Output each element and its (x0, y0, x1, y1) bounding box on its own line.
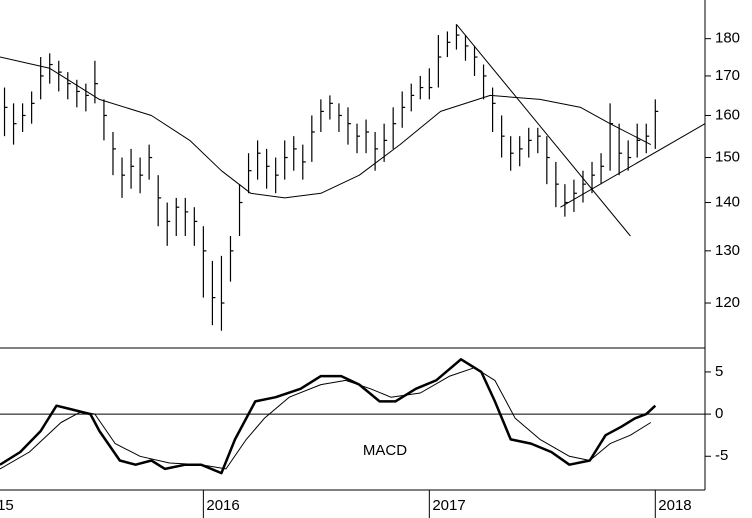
y-tick-label: 140 (715, 193, 740, 210)
y-tick-label: 160 (715, 106, 740, 123)
line-series (560, 123, 706, 208)
x-tick-label: 2017 (432, 497, 465, 514)
y-tick-label: 0 (715, 405, 723, 422)
y-tick-label: -5 (715, 447, 728, 464)
x-tick-label: 2018 (658, 497, 691, 514)
macd-label: MACD (363, 442, 407, 459)
y-tick-label: 170 (715, 67, 740, 84)
line-series (456, 23, 631, 237)
y-tick-label: 120 (715, 294, 740, 311)
y-tick-label: 5 (715, 363, 723, 380)
line-series (0, 358, 657, 475)
y-tick-label: 180 (715, 30, 740, 47)
y-tick-label: 130 (715, 242, 740, 259)
line-series (0, 56, 652, 199)
x-tick-label: 2016 (206, 497, 239, 514)
line-series (0, 367, 652, 470)
x-tick-label: 2015 (0, 497, 14, 514)
y-tick-label: 150 (715, 149, 740, 166)
